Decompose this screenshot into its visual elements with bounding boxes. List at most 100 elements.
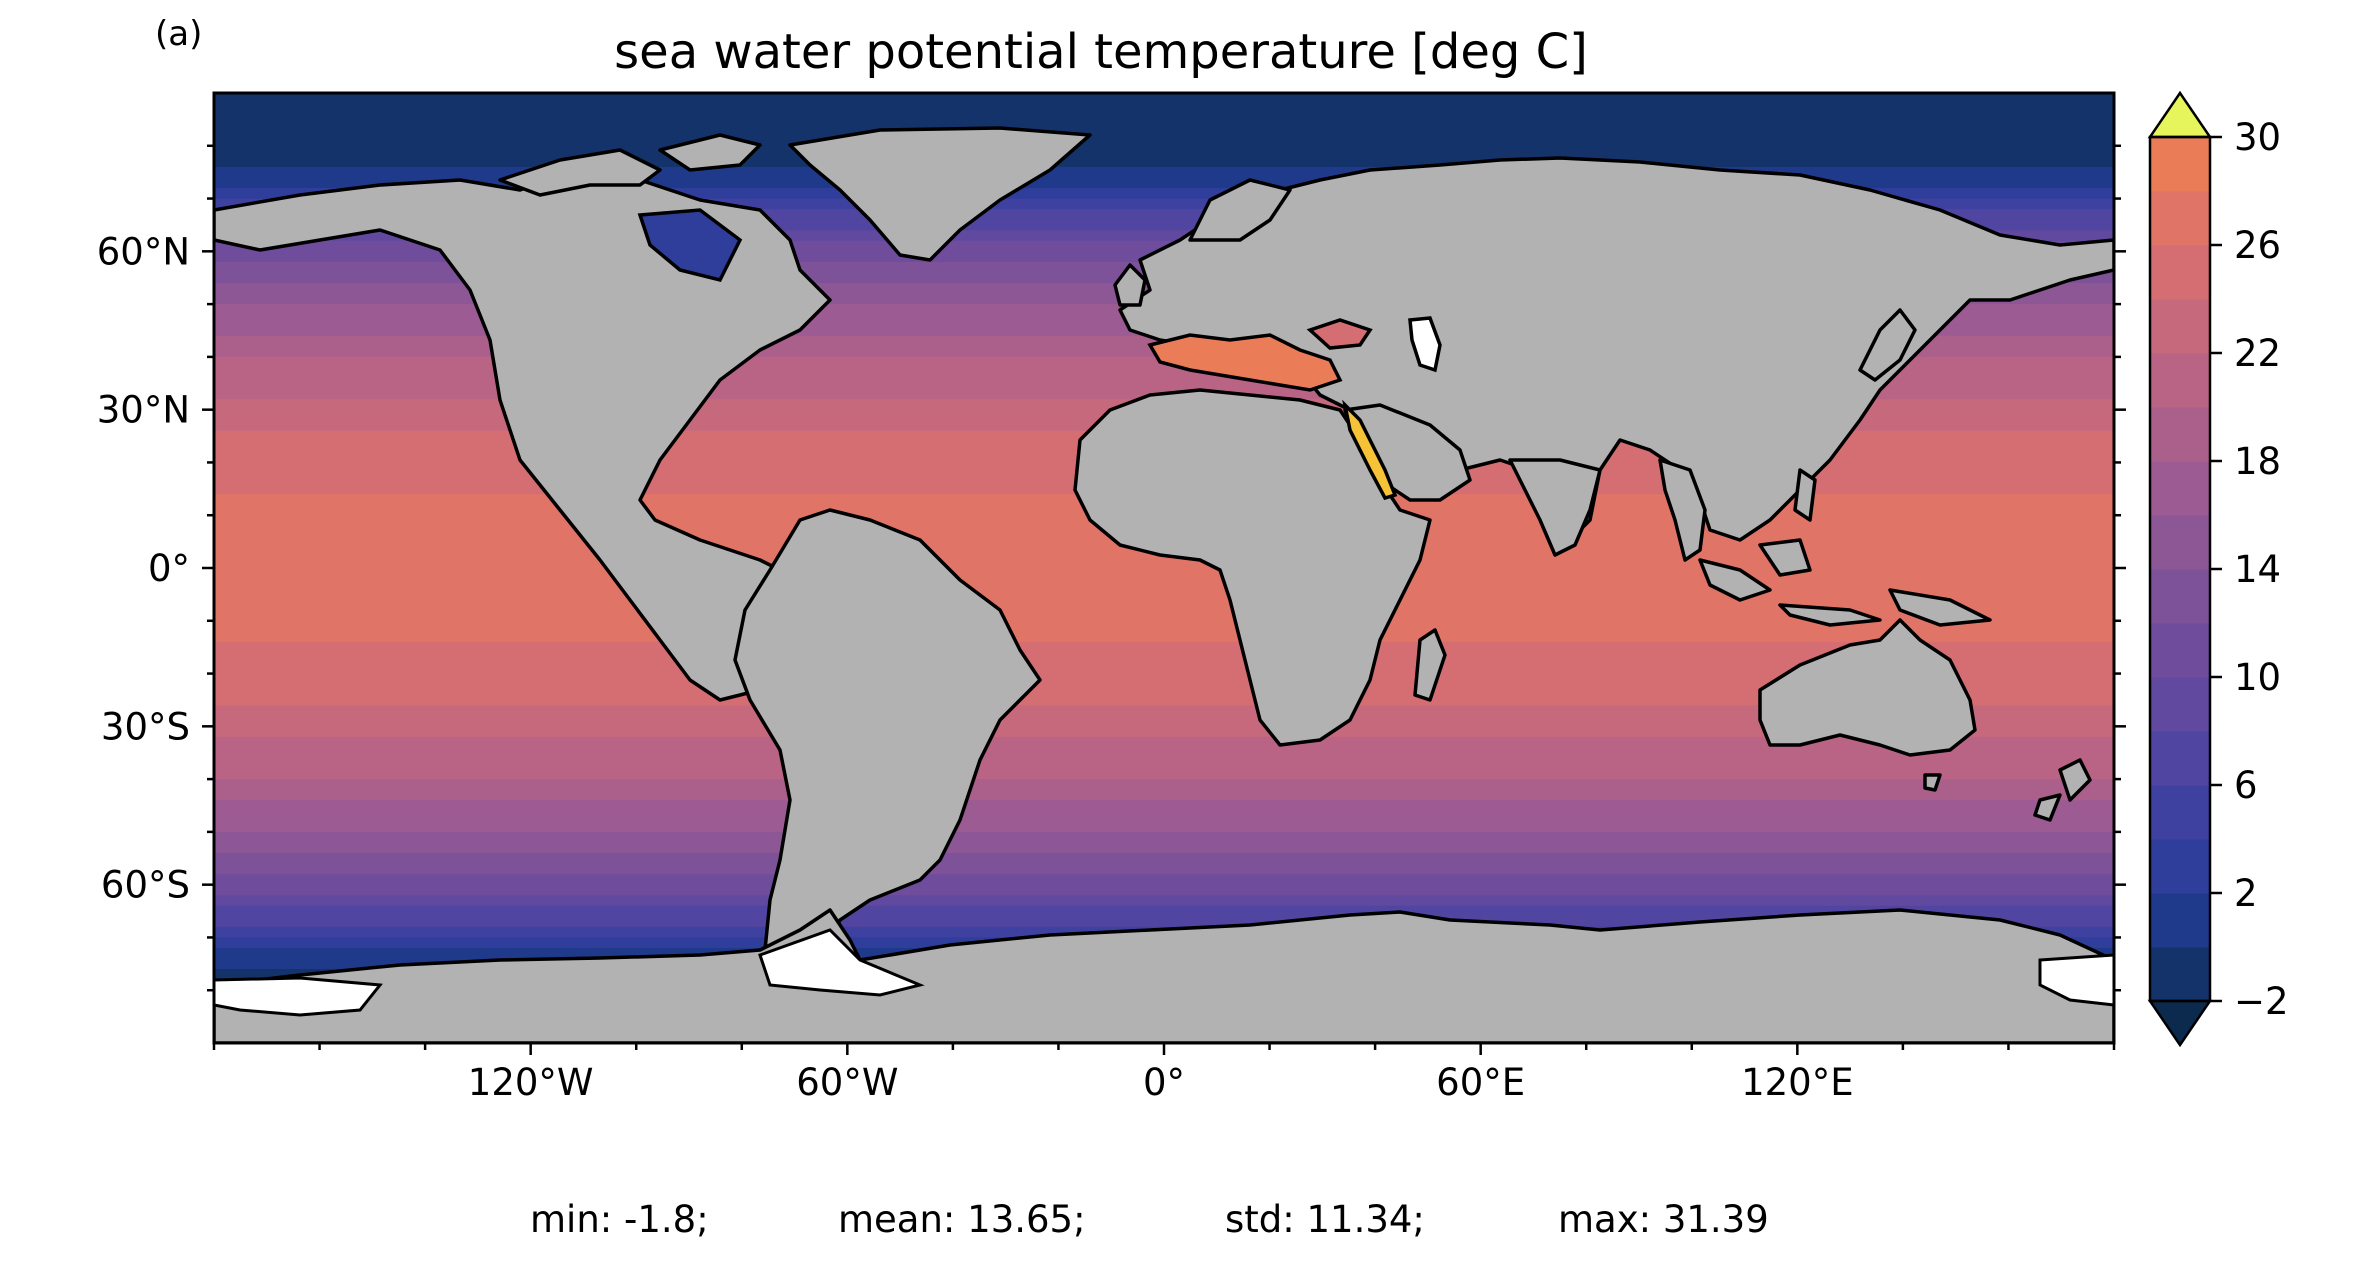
colorbar-tick-label: 26 — [2234, 224, 2281, 267]
land-masses — [214, 126, 2114, 1043]
colorbar-segment — [2150, 515, 2210, 570]
x-tick-label: 60°W — [796, 1061, 898, 1104]
x-axis-labels: 120°W 60°W 0° 60°E 120°E — [468, 1061, 1854, 1104]
temperature-band — [214, 779, 2114, 791]
temperature-band — [214, 916, 2114, 928]
colorbar-segment — [2150, 407, 2210, 462]
y-tick-label: 60°S — [101, 864, 190, 907]
map-title: sea water potential temperature [deg C] — [0, 24, 2362, 80]
panel-label: (a) — [155, 14, 203, 54]
y-axis-labels: 60°N 30°N 0° 30°S 60°S — [97, 230, 190, 906]
y-tick-label: 30°N — [97, 389, 190, 432]
colorbar-segment — [2150, 839, 2210, 894]
colorbar-labels: 30 26 22 18 14 10 6 2 −2 — [2234, 116, 2289, 1023]
temperature-band — [214, 747, 2114, 759]
temperature-band — [214, 367, 2114, 379]
inland-seas — [637, 208, 1442, 501]
temperature-band — [214, 758, 2114, 770]
temperature-band — [214, 188, 2114, 200]
temperature-band — [214, 821, 2114, 833]
land-madagascar — [1413, 628, 1447, 702]
colorbar-segment — [2150, 137, 2210, 192]
black-sea — [1306, 318, 1373, 350]
temperature-band — [214, 610, 2114, 622]
colorbar-segment — [2150, 461, 2210, 516]
temperature-band — [214, 103, 2114, 115]
temperature-band — [214, 557, 2114, 569]
temperature-band — [214, 93, 2114, 105]
caspian-sea — [1408, 316, 1442, 373]
hudson-bay — [637, 208, 743, 283]
temperature-band — [214, 705, 2114, 717]
x-tick-label: 60°E — [1436, 1061, 1525, 1104]
temperature-band — [214, 219, 2114, 231]
colorbar-tick-label: −2 — [2234, 980, 2289, 1023]
stat-mean: mean: 13.65; — [838, 1198, 1086, 1241]
colorbar-tick-label: 2 — [2234, 872, 2258, 915]
weddell-ice-shelf — [758, 928, 925, 997]
temperature-band — [214, 884, 2114, 896]
colorbar-tick-label: 6 — [2234, 764, 2258, 807]
temperature-band — [214, 895, 2114, 907]
temperature-band — [214, 177, 2114, 189]
colorbar-segment — [2150, 731, 2210, 786]
temperature-band — [214, 641, 2114, 654]
land-arctic-islands — [498, 148, 662, 197]
mediterranean-sea — [1147, 333, 1343, 392]
temperature-band — [214, 578, 2114, 590]
colorbar-tick-label: 10 — [2234, 656, 2281, 699]
colorbar-segment — [2150, 893, 2210, 948]
colorbar — [2147, 90, 2222, 1048]
temperature-band — [214, 810, 2114, 822]
colorbar-segment — [2150, 245, 2210, 300]
land-new-zealand — [2058, 758, 2092, 802]
temperature-band — [214, 166, 2114, 179]
stat-max: max: 31.39 — [1558, 1198, 1769, 1241]
temperature-band — [214, 673, 2114, 685]
temperature-band — [214, 145, 2114, 157]
temperature-band — [214, 694, 2114, 706]
temperature-band — [214, 599, 2114, 611]
y-tick-label: 0° — [148, 547, 190, 590]
x-tick-label: 120°E — [1741, 1061, 1854, 1104]
land-british-isles — [1113, 263, 1147, 307]
temperature-band — [214, 378, 2114, 390]
ice-shelves — [214, 928, 2114, 1017]
stat-min: min: -1.8; — [530, 1198, 709, 1241]
temperature-band — [214, 726, 2114, 738]
ross-ice-shelf — [214, 976, 383, 1017]
temperature-band — [214, 631, 2114, 643]
temperature-band — [214, 589, 2114, 601]
temperature-band — [214, 114, 2114, 126]
land-africa — [1073, 388, 1432, 747]
temperature-band — [214, 156, 2114, 168]
colorbar-segment — [2150, 785, 2210, 840]
temperature-band — [214, 789, 2114, 801]
colorbar-segment — [2150, 191, 2210, 246]
y-tick-label: 60°N — [97, 230, 190, 273]
temperature-band — [214, 831, 2114, 844]
temperature-band — [214, 874, 2114, 886]
land-india — [1508, 458, 1602, 557]
temperature-band — [214, 198, 2114, 210]
temperature-band — [214, 736, 2114, 749]
colorbar-segment — [2150, 677, 2210, 732]
land-antarctica — [214, 908, 2114, 1043]
colorbar-segment — [2150, 299, 2210, 354]
axis-ticks — [202, 144, 2126, 1055]
temperature-band — [214, 135, 2114, 147]
map-title-text: sea water potential temperature [deg C] — [614, 24, 1588, 80]
x-tick-label: 0° — [1143, 1061, 1185, 1104]
temperature-band — [214, 842, 2114, 854]
temperature-band — [214, 768, 2114, 780]
colorbar-tick-label: 22 — [2234, 332, 2281, 375]
temperature-band — [214, 124, 2114, 136]
colorbar-tick-label: 30 — [2234, 116, 2281, 159]
red-sea — [1342, 399, 1398, 501]
colorbar-segment — [2150, 947, 2210, 1002]
temperature-band — [214, 800, 2114, 812]
y-tick-label: 30°S — [101, 705, 190, 748]
colorbar-extend-min — [2147, 999, 2213, 1048]
colorbar-segment — [2150, 569, 2210, 624]
colorbar-tick-label: 14 — [2234, 548, 2281, 591]
